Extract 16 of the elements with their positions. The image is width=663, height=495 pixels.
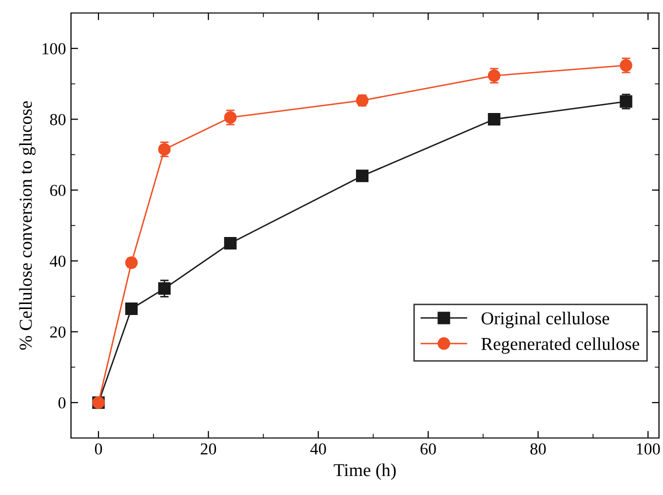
x-axis-title: Time (h) bbox=[334, 464, 396, 480]
x-tick-label: 80 bbox=[530, 443, 546, 455]
x-tick-label: 40 bbox=[310, 443, 326, 455]
x-tick-label: 100 bbox=[636, 443, 660, 455]
y-tick-label: 80 bbox=[50, 114, 66, 126]
legend-label: Original cellulose bbox=[482, 312, 610, 328]
x-tick-label: 20 bbox=[200, 443, 216, 455]
y-tick-label: 20 bbox=[50, 326, 66, 338]
y-axis-title: % Cellulose conversion to glucose bbox=[19, 101, 36, 350]
legend-label: Regenerated cellulose bbox=[481, 337, 640, 354]
x-tick-label: 60 bbox=[420, 443, 436, 455]
y-tick-label: 0 bbox=[58, 397, 66, 409]
y-tick-label: 60 bbox=[50, 184, 66, 196]
x-tick-label: 0 bbox=[94, 443, 102, 455]
y-tick-label: 100 bbox=[42, 43, 66, 54]
y-tick-label: 40 bbox=[50, 256, 66, 267]
